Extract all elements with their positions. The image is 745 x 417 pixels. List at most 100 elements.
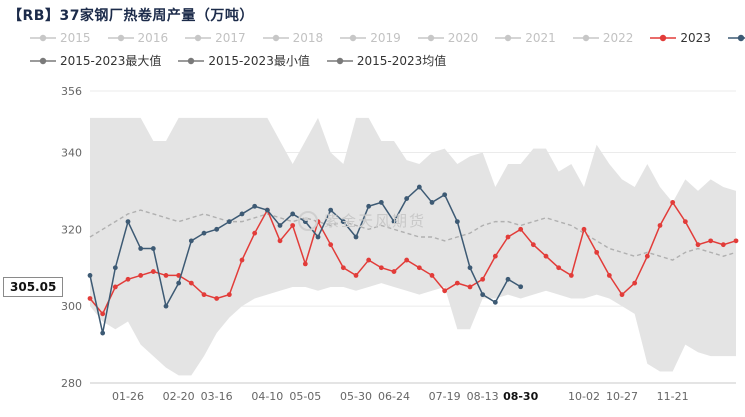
y-tick-label: 340 (61, 146, 82, 159)
legend-marker-icon (262, 34, 289, 42)
series-point-2024 (378, 200, 384, 205)
legend-item-label: 2021 (525, 31, 556, 45)
legend-item-2015-2023-[interactable]: 2015-2023最小值 (178, 52, 310, 69)
series-point-2024 (416, 184, 422, 190)
series-point-2023 (695, 242, 701, 248)
legend-item-label: 2015 (60, 31, 91, 45)
series-point-2023 (290, 223, 296, 228)
series-point-2023 (163, 273, 169, 278)
legend-marker-icon (30, 34, 56, 42)
series-point-2024 (163, 303, 169, 309)
x-tick-label: 08-30 (503, 390, 539, 403)
legend-row-2: 2015-2023最大值 2015-2023最小值 2015-2023均值 (30, 52, 745, 69)
legend-marker-icon (185, 34, 212, 42)
x-tick-label: 04-10 (251, 390, 283, 403)
legend-marker-icon (107, 34, 134, 42)
x-tick-label: 05-05 (289, 390, 321, 403)
legend-item-label: 2015-2023最大值 (60, 54, 162, 68)
x-tick-label: 11-21 (657, 390, 689, 403)
series-point-2024 (467, 265, 473, 271)
series-point-2024 (429, 200, 435, 205)
legend-item-2020[interactable]: 2020 (417, 31, 479, 45)
series-point-2023 (606, 273, 612, 278)
legend-item-2018[interactable]: 2018 (262, 31, 323, 45)
series-point-2023 (720, 242, 726, 248)
series-point-2023 (518, 226, 524, 232)
series-point-2024 (505, 276, 511, 282)
y-tick-label: 320 (61, 223, 82, 236)
series-point-2023 (353, 273, 359, 278)
series-point-2024 (302, 219, 308, 225)
series-point-2023 (125, 276, 131, 282)
series-line-2023 (89, 200, 737, 316)
series-point-2023 (239, 257, 245, 263)
series-point-2024 (480, 292, 486, 298)
series-point-2023 (150, 269, 156, 274)
legend-item-label: 2020 (447, 31, 479, 45)
series-point-2023 (87, 296, 93, 301)
series-point-2024 (492, 299, 498, 305)
minmax-band (90, 117, 736, 376)
series-point-2024 (176, 280, 182, 286)
y-tick-label: 280 (61, 377, 82, 390)
legend-item-2021[interactable]: 2021 (495, 31, 556, 45)
series-point-2023 (581, 226, 587, 232)
legend-item-2015-2023-[interactable]: 2015-2023最大值 (30, 52, 161, 69)
series-point-2023 (277, 238, 283, 244)
legend-item-label: 2019 (370, 31, 401, 45)
legend-item-2023[interactable]: 2023 (650, 31, 711, 45)
legend-row-1: 2015 2016 2017 2018 2019 2020 2021 2022 2023 2024 (30, 31, 745, 45)
series-point-2023 (442, 288, 448, 294)
series-point-2024 (277, 223, 283, 228)
legend-item-2024[interactable]: 2024 (727, 31, 745, 45)
series-point-2023 (594, 249, 600, 255)
legend-marker-icon (572, 34, 599, 42)
legend-item-2016[interactable]: 2016 (107, 31, 168, 45)
legend-item-2015[interactable]: 2015 (30, 31, 91, 45)
x-tick-label: 07-19 (429, 390, 461, 403)
series-point-2024 (112, 265, 118, 271)
legend-item-2022[interactable]: 2022 (572, 31, 634, 45)
x-tick-label: 10-27 (606, 390, 638, 403)
series-point-2023 (100, 311, 106, 317)
x-tick-label: 08-13 (467, 390, 499, 403)
legend-item-2019[interactable]: 2019 (340, 31, 401, 45)
series-point-2023 (505, 234, 511, 240)
series-point-2024 (340, 219, 346, 225)
series-point-2024 (454, 219, 460, 225)
series-point-2024 (290, 211, 296, 217)
legend-item-label: 2022 (602, 31, 634, 45)
series-point-2023 (619, 292, 625, 298)
series-point-2023 (328, 242, 334, 248)
series-point-2023 (188, 280, 194, 286)
series-point-2024 (138, 246, 144, 251)
series-point-2023 (733, 238, 739, 244)
series-point-2024 (264, 207, 270, 213)
series-point-2023 (568, 273, 574, 278)
series-point-2024 (239, 211, 245, 217)
series-point-2024 (214, 226, 220, 232)
series-point-2023 (682, 219, 688, 225)
series-point-2024 (391, 219, 397, 225)
series-point-2023 (454, 280, 460, 286)
legend-item-2017[interactable]: 2017 (185, 31, 246, 45)
series-point-2023 (378, 265, 384, 271)
series-point-2023 (404, 257, 410, 263)
series-point-2023 (138, 273, 144, 278)
series-point-2023 (201, 292, 207, 298)
series-point-2023 (112, 284, 118, 290)
series-point-2024 (353, 234, 359, 240)
legend-item-2015-2023-[interactable]: 2015-2023均值 (326, 52, 446, 69)
series-point-2023 (315, 219, 321, 225)
series-point-2023 (670, 200, 676, 205)
series-point-2024 (150, 246, 156, 251)
y-tick-label: 300 (61, 300, 82, 313)
series-point-2024 (442, 192, 448, 198)
series-point-2023 (556, 265, 562, 271)
series-point-2023 (480, 276, 486, 282)
legend-marker-icon (30, 57, 56, 64)
series-point-2023 (530, 242, 536, 248)
latest-value-badge: 305.05 (3, 276, 64, 297)
